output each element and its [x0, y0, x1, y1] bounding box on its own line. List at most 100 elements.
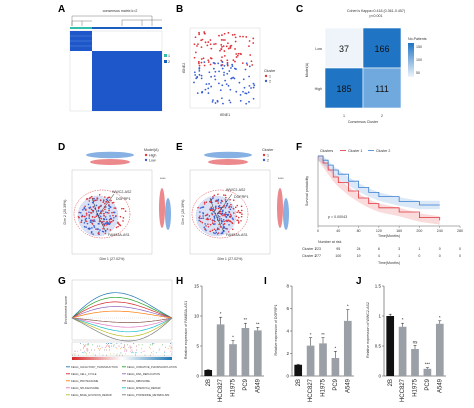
pca-point [237, 216, 240, 219]
gsea-legend-label: KEGG_OLFACTORY_TRANSDUCTION [71, 365, 118, 369]
pca-point [225, 196, 227, 199]
gsea-curve [71, 317, 173, 323]
tsne-point [220, 43, 223, 46]
bar-sig: * [439, 315, 441, 320]
pca-point [217, 202, 220, 204]
pca-point [235, 215, 238, 218]
tsne-point [244, 68, 247, 71]
pca-point [229, 208, 232, 211]
d-legend-swatch-low [144, 158, 148, 162]
pca-point [97, 232, 100, 235]
tsne-point [223, 71, 225, 74]
pca-point [119, 224, 122, 227]
top-violin-high [90, 159, 130, 165]
pca-point [93, 200, 95, 202]
tsne-point [210, 47, 213, 50]
panel-label-f: F [296, 142, 303, 153]
pca-point [202, 215, 204, 217]
pca-point [104, 232, 107, 235]
gsea-curve [71, 301, 173, 319]
tsne-point [207, 92, 210, 94]
colorbar [408, 43, 414, 77]
panel-label-d: D [58, 142, 66, 153]
tsne-point [221, 34, 223, 36]
tsne-point [227, 42, 229, 45]
km-curve [318, 155, 441, 221]
tsne-point [221, 61, 224, 64]
e-right-violin-2 [283, 198, 289, 230]
pca-point [102, 199, 105, 201]
bar [241, 328, 250, 376]
gsea-legend-label: KEGG_PYRIMIDINE_METABOLISM [127, 393, 169, 397]
km-xtick-label: 200 [416, 229, 422, 233]
tsne-plot-area [189, 27, 261, 109]
pca-point [122, 207, 125, 210]
pca-point [104, 196, 106, 198]
pca-point [81, 215, 84, 218]
bar-category-label: A549 [437, 378, 443, 393]
pca-point [122, 217, 125, 219]
pca-point [212, 197, 214, 200]
pca-point [102, 201, 105, 203]
pca-point [222, 219, 225, 221]
tsne-point [252, 97, 255, 100]
bar-ytick-label: 4 [286, 329, 289, 334]
pca-point [112, 214, 114, 217]
km-band [318, 156, 440, 210]
tsne-point [248, 84, 251, 87]
pca-point [215, 229, 217, 232]
pca-point [232, 199, 235, 201]
tsne-point [201, 38, 204, 41]
bar [411, 349, 419, 376]
tsne-point [209, 39, 212, 41]
pca-point [230, 206, 233, 208]
bar-sig: * [335, 345, 337, 350]
pca-point [218, 206, 221, 209]
pca-point [95, 204, 98, 207]
pca-point [83, 225, 86, 228]
pca-point [234, 206, 237, 209]
pca-point [108, 201, 110, 204]
pca-point [220, 202, 222, 204]
tsne-point [241, 62, 244, 65]
tsne-point [200, 58, 203, 60]
pca-point [78, 211, 81, 214]
km-curve [318, 155, 440, 206]
panel-label-g: G [58, 276, 66, 287]
pca-point [229, 220, 232, 223]
pca-point [220, 232, 223, 235]
pca-point [240, 215, 243, 218]
pca-point [108, 209, 110, 212]
kappa-subtitle: p<0.001 [369, 14, 382, 18]
pca-point [99, 229, 101, 231]
gsea-legend: KEGG_OLFACTORY_TRANSDUCTION KEGG_OXIDATIV… [66, 365, 177, 397]
pca-point [109, 206, 112, 208]
d-gene-dgfrp1: DGFRP1 [116, 197, 131, 201]
tsne-point [197, 61, 200, 63]
km-xticks: 0 40 80 120 160 200 240 280 [317, 226, 463, 233]
tsne-point [227, 84, 230, 87]
tsne-point [248, 45, 250, 48]
pca-point [237, 210, 240, 212]
pca-point [85, 226, 87, 229]
e-legend-label-2: 2 [267, 159, 269, 163]
tsne-point [245, 92, 248, 95]
pca-point [88, 227, 90, 229]
risk-value: 223 [315, 247, 321, 251]
bar-sig: * [402, 317, 404, 322]
tsne-point [221, 67, 224, 70]
pca-point [207, 225, 210, 228]
pca-point [111, 202, 114, 204]
panel-label-e: E [176, 142, 183, 153]
tsne-point [212, 67, 215, 70]
pca-point [115, 226, 118, 229]
gsea-legend-label: KEGG_RIBOSOME [127, 379, 150, 383]
bar-j-ylabel: Relative expression of WWC2-AS2 [366, 302, 370, 358]
bar [229, 344, 237, 376]
risk-title: Number at risk [318, 240, 342, 244]
risk-value: 4 [378, 254, 380, 258]
legend-swatch-1 [164, 54, 167, 57]
e-legend-label-1: 1 [267, 154, 269, 158]
bar-sig: ** [321, 332, 325, 337]
